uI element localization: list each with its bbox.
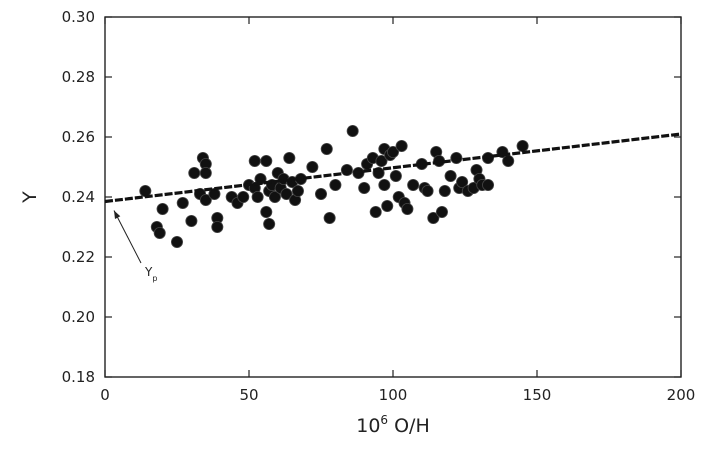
- data-point: [407, 178, 420, 191]
- fit-line: [104, 132, 682, 204]
- y-axis-title: Y: [19, 191, 41, 204]
- x-tick-label: 0: [100, 386, 110, 404]
- data-point: [323, 211, 336, 224]
- y-tick-label: 0.20: [62, 308, 95, 326]
- y-tick-label: 0.24: [62, 188, 95, 206]
- data-point: [358, 181, 371, 194]
- data-point: [386, 145, 399, 158]
- x-axis-title: 106 O/H: [356, 413, 430, 437]
- y-tick-label: 0.22: [62, 248, 95, 266]
- annotation-label: Yp: [144, 265, 157, 283]
- data-point: [502, 154, 515, 167]
- data-point: [237, 190, 250, 203]
- data-point: [170, 235, 183, 248]
- data-point: [248, 154, 261, 167]
- data-point: [378, 178, 391, 191]
- axis-ticks: [104, 16, 682, 378]
- data-point: [401, 202, 414, 215]
- data-point: [421, 184, 434, 197]
- y-tick-label: 0.26: [62, 128, 95, 146]
- data-point: [314, 187, 327, 200]
- data-point: [516, 139, 529, 152]
- annotation-arrow: [113, 210, 142, 264]
- data-point: [482, 178, 495, 191]
- y-tick-label: 0.28: [62, 68, 95, 86]
- axis-tick-labels: 0 50 100 150 200 0.18 0.20 0.22 0.24 0.26 0.28 0.30: [62, 8, 696, 404]
- data-point: [389, 169, 402, 182]
- data-point: [263, 217, 276, 230]
- data-point: [188, 166, 201, 179]
- data-point: [346, 125, 359, 138]
- data-point: [427, 211, 440, 224]
- data-point: [381, 199, 394, 212]
- data-point: [156, 202, 169, 215]
- data-point: [251, 190, 264, 203]
- data-point: [291, 184, 304, 197]
- data-point: [329, 178, 342, 191]
- data-point: [444, 169, 457, 182]
- yp-annotation: Yp: [113, 210, 157, 283]
- data-point: [176, 196, 189, 209]
- x-tick-label: 150: [523, 386, 552, 404]
- data-point: [185, 214, 198, 227]
- data-point: [456, 175, 469, 188]
- x-tick-label: 100: [379, 386, 408, 404]
- x-tick-label: 50: [239, 386, 258, 404]
- data-point: [211, 220, 224, 233]
- data-point: [306, 160, 319, 173]
- data-points: [139, 125, 529, 248]
- data-point: [260, 205, 273, 218]
- data-point: [395, 139, 408, 152]
- x-tick-label: 200: [667, 386, 696, 404]
- data-point: [438, 184, 451, 197]
- data-point: [199, 193, 212, 206]
- data-point: [260, 154, 273, 167]
- data-point: [199, 166, 212, 179]
- data-point: [435, 205, 448, 218]
- data-point: [268, 190, 281, 203]
- data-point: [375, 154, 388, 167]
- y-tick-label: 0.18: [62, 368, 95, 386]
- data-point: [153, 226, 166, 239]
- annotation-arrowhead: [114, 210, 121, 219]
- data-point: [320, 142, 333, 155]
- data-point: [283, 151, 296, 164]
- data-point: [369, 205, 382, 218]
- data-point: [280, 187, 293, 200]
- y-tick-label: 0.30: [62, 8, 95, 26]
